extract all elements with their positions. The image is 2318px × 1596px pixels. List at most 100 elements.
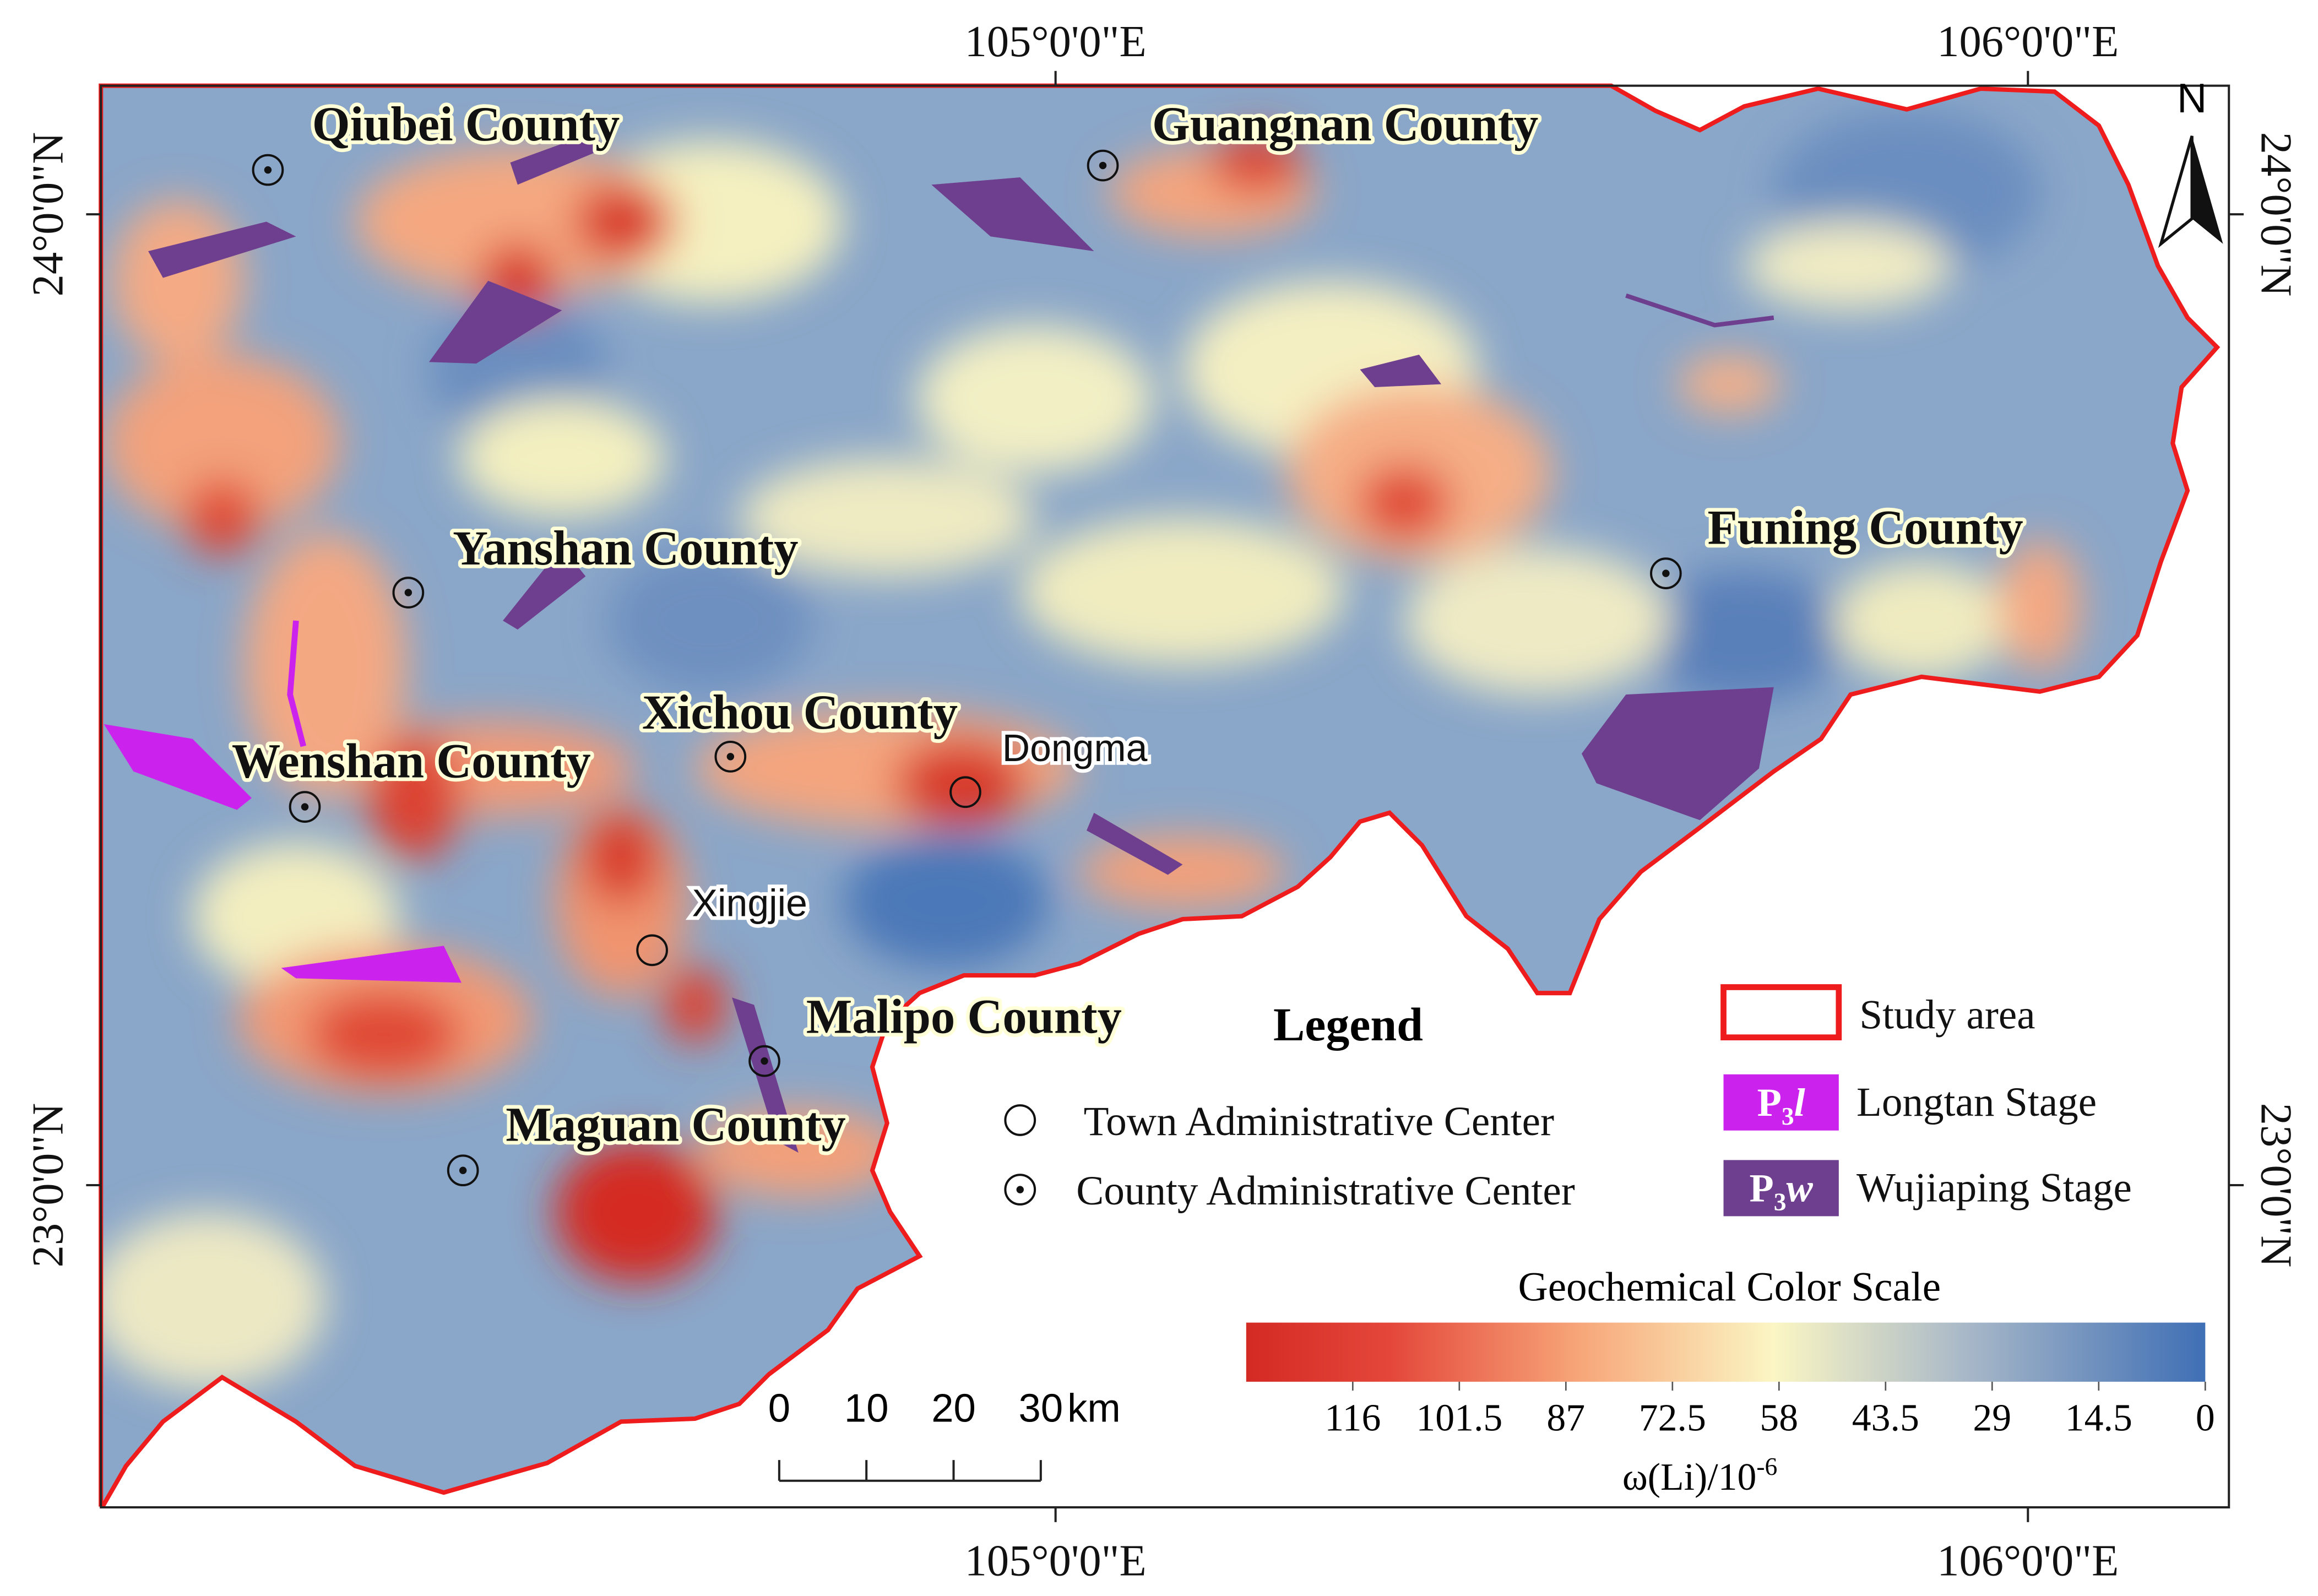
color-scale-tick: 58 bbox=[1760, 1397, 1798, 1439]
color-scale-tick: 14.5 bbox=[2065, 1397, 2132, 1439]
raster-blob bbox=[367, 736, 462, 860]
raster-blob bbox=[1833, 561, 2011, 680]
county-label: Xichou County bbox=[642, 686, 958, 740]
legend: Legend Town Administrative Center County… bbox=[1004, 984, 2035, 1214]
unit-code-italic: l bbox=[1794, 1080, 1806, 1125]
stratum-patch bbox=[503, 546, 586, 630]
legend-title: Legend bbox=[1273, 998, 1423, 1051]
places: Qiubei County Guangnan County Yanshan Coun… bbox=[228, 94, 2027, 1187]
place-symbol bbox=[252, 154, 284, 186]
color-scale-tick: 101.5 bbox=[1416, 1397, 1502, 1439]
scale-bar-label: 10 bbox=[844, 1386, 889, 1430]
place-symbol-dot bbox=[459, 1166, 467, 1174]
scale-bar-label: 0 bbox=[768, 1386, 790, 1430]
longitude-label: 105°0'0"E bbox=[965, 1536, 1147, 1585]
town-label: Xingjie bbox=[692, 882, 807, 925]
raster-blob bbox=[1209, 133, 1304, 192]
raster-blob bbox=[1404, 546, 1670, 695]
color-scale-tick: 29 bbox=[1973, 1397, 2011, 1439]
color-scale-unit: ω(Li)/10-6 bbox=[1622, 1452, 1777, 1499]
place-symbol bbox=[392, 577, 425, 609]
county-symbol-dot bbox=[1016, 1186, 1024, 1193]
place-symbol-dot bbox=[301, 803, 309, 811]
county-label: Wenshan County bbox=[232, 734, 591, 788]
county-label: Malipo County bbox=[806, 990, 1122, 1044]
county-symbol bbox=[1004, 1174, 1036, 1206]
place-symbol-dot bbox=[404, 589, 412, 596]
legend-label: Wujiaping Stage bbox=[1856, 1165, 2132, 1211]
stratum-trace bbox=[1625, 293, 1774, 328]
raster-blob bbox=[1641, 569, 1848, 702]
unit-swatch bbox=[1723, 1074, 1839, 1131]
stratum-patch bbox=[1360, 355, 1442, 388]
color-scale-title: Geochemical Color Scale bbox=[1518, 1264, 1941, 1310]
unit-code: P3w bbox=[1749, 1166, 1813, 1216]
legend-label: Longtan Stage bbox=[1856, 1079, 2097, 1125]
place-symbol-dot bbox=[761, 1057, 768, 1065]
place-symbol bbox=[1650, 557, 1682, 589]
unit-code-sub: 3 bbox=[1782, 1102, 1794, 1130]
raster-blob bbox=[1020, 517, 1345, 665]
color-scale-tick: 116 bbox=[1324, 1397, 1381, 1439]
color-ramp bbox=[1246, 1322, 2206, 1382]
raster-blob bbox=[1998, 539, 2081, 672]
raster-blob bbox=[662, 966, 728, 1044]
latitude-label: 24°0'0"N bbox=[23, 132, 72, 297]
raster-blob bbox=[355, 148, 681, 296]
scale-bar: km 0 10 20 30 bbox=[768, 1386, 1121, 1482]
place-symbol bbox=[636, 934, 668, 967]
county-label: Yanshan County bbox=[453, 522, 798, 576]
county-label: Funing County bbox=[1707, 501, 2023, 555]
place-symbol bbox=[949, 776, 981, 808]
stratum-patch bbox=[931, 177, 1094, 252]
stratum-patch bbox=[1087, 812, 1183, 875]
raster-blob bbox=[739, 458, 1035, 577]
unit-sup: -6 bbox=[1756, 1452, 1777, 1480]
county-label: Qiubei County bbox=[312, 97, 620, 151]
unit-code: P3l bbox=[1757, 1080, 1806, 1130]
raster-blob bbox=[111, 199, 245, 362]
scale-bar-label: 30 bbox=[1019, 1386, 1063, 1430]
color-scale: Geochemical Color Scale ω(Li)/10-6 116 10… bbox=[1246, 1264, 2215, 1499]
raster-blob bbox=[894, 739, 1028, 828]
raster-blob bbox=[1744, 221, 1951, 311]
town-label: Dongma bbox=[1002, 726, 1148, 769]
north-label: N bbox=[2177, 75, 2207, 121]
unit-code-base: P bbox=[1749, 1166, 1773, 1210]
legend-label: Study area bbox=[1859, 992, 2035, 1038]
graticule: 105°0'0"E 105°0'0"E 106°0'0"E 106°0'0"E 24°0… bbox=[23, 17, 2300, 1585]
color-scale-tick: 0 bbox=[2196, 1397, 2215, 1439]
color-scale-tick: 72.5 bbox=[1639, 1397, 1706, 1439]
place-symbol bbox=[1087, 149, 1119, 182]
color-scale-tick: 43.5 bbox=[1852, 1397, 1919, 1439]
place-symbol bbox=[289, 791, 321, 823]
stratum-patch bbox=[281, 946, 462, 983]
place-symbol bbox=[447, 1154, 479, 1187]
stratum-patch bbox=[1581, 687, 1774, 821]
raster-blob bbox=[101, 1212, 326, 1389]
raster-blob bbox=[1079, 835, 1286, 909]
stratum-trace bbox=[287, 620, 307, 747]
unit-code-base: P bbox=[1757, 1080, 1782, 1125]
stratum-patch bbox=[428, 280, 562, 364]
town-symbol bbox=[1004, 1104, 1036, 1136]
stratum-patch bbox=[148, 221, 296, 278]
place-symbol-dot bbox=[726, 753, 735, 761]
raster-blob bbox=[573, 183, 669, 260]
raster-blob bbox=[583, 810, 660, 905]
latitude-label: 23°0'0"N bbox=[23, 1103, 72, 1268]
stratum-patch bbox=[104, 724, 252, 810]
north-arrow: N bbox=[2158, 75, 2223, 248]
strata bbox=[104, 133, 1774, 1153]
place-symbol bbox=[748, 1045, 780, 1077]
scale-bar-label: 20 bbox=[931, 1386, 976, 1430]
legend-label: County Administrative Center bbox=[1076, 1168, 1575, 1214]
study-area-boundary bbox=[99, 83, 2221, 1507]
raster-blob bbox=[916, 325, 1153, 473]
color-scale-tick: 87 bbox=[1546, 1397, 1585, 1439]
longitude-label: 105°0'0"E bbox=[965, 17, 1147, 66]
study-area-swatch bbox=[1720, 984, 1842, 1041]
raster-blob bbox=[1678, 355, 1782, 414]
